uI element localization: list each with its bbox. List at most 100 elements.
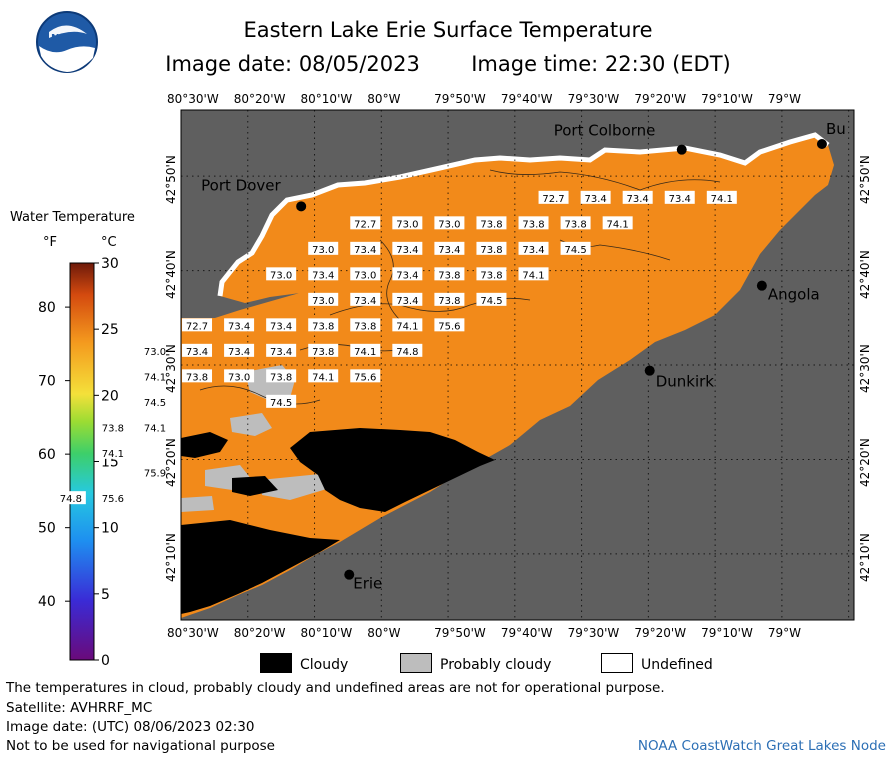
lat-label-left: 42°30'N <box>164 344 178 394</box>
temperature-value: 74.1 <box>102 449 124 460</box>
temperature-label-box <box>434 318 465 332</box>
temperature-label-box <box>266 318 297 332</box>
temperature-label: 74.1 <box>602 216 633 230</box>
temperature-label: 74.1 <box>518 267 549 281</box>
temperature-value: 73.0 <box>438 219 460 230</box>
temperature-value: 73.8 <box>312 321 334 332</box>
temperature-label-box <box>182 318 213 332</box>
temperature-label-box <box>308 267 339 281</box>
temperature-value: 73.8 <box>312 347 334 358</box>
temperature-label: 74.1 <box>308 369 339 383</box>
temperature-label: 73.4 <box>518 241 549 256</box>
temperature-label-box <box>97 445 128 459</box>
legend-label-c: 30 <box>101 256 119 272</box>
temperature-value: 73.4 <box>270 347 292 358</box>
lon-label-bottom: 80°10'W <box>300 626 353 640</box>
temperature-label: 73.8 <box>266 369 297 383</box>
temperature-label: 73.4 <box>350 292 381 307</box>
legend-label-f: 70 <box>38 374 56 390</box>
temperature-label-box <box>55 491 86 505</box>
temperature-label: 73.8 <box>476 241 507 256</box>
temperature-label-box <box>182 369 213 383</box>
city-marker <box>644 365 655 376</box>
temperature-label-box <box>97 420 128 434</box>
lon-label-top: 79°20'W <box>634 92 687 106</box>
lon-label-top: 80°20'W <box>233 92 286 106</box>
temperature-label-box <box>434 267 465 281</box>
temperature-label: 73.0 <box>392 216 423 230</box>
lon-label-bottom: 79°30'W <box>567 626 620 640</box>
temperature-value: 73.8 <box>480 219 502 230</box>
temperature-label-box <box>350 292 381 306</box>
city-marker <box>296 201 307 212</box>
temperature-label-box <box>518 267 549 281</box>
temperature-label: 74.5 <box>476 292 507 307</box>
temperature-value: 73.8 <box>102 423 124 434</box>
temperature-value: 74.8 <box>60 494 82 505</box>
temperature-label: 73.8 <box>476 267 507 281</box>
temperature-label: 73.8 <box>518 216 549 230</box>
temperature-label-box <box>518 216 549 230</box>
temperature-label: 73.4 <box>182 343 213 358</box>
temperature-label-box <box>308 369 339 383</box>
lon-label-top: 80°10'W <box>300 92 353 106</box>
disclaimer-text: The temperatures in cloud, probably clou… <box>6 680 665 696</box>
temperature-label: 73.8 <box>350 318 381 332</box>
temperature-label: 73.0 <box>139 343 170 358</box>
temperature-value: 73.8 <box>438 270 460 281</box>
satellite-text: Satellite: AVHRRF_MC <box>6 700 153 716</box>
cloudy-areas <box>181 428 495 614</box>
temperature-value: 73.4 <box>312 270 334 281</box>
lon-label-top: 80°W <box>367 92 401 106</box>
noaa-logo-icon: NOAA <box>36 11 98 73</box>
image-time: Image time: 22:30 (EDT) <box>471 52 731 76</box>
temperature-label-box <box>266 267 297 281</box>
temperature-value: 74.5 <box>144 398 166 409</box>
temperature-label: 74.5 <box>266 394 297 409</box>
lon-label-top: 79°W <box>767 92 802 106</box>
temperature-label-box <box>139 465 170 479</box>
temperature-value: 73.0 <box>270 270 292 281</box>
temperature-label-box <box>266 394 297 408</box>
temperature-value: 74.8 <box>396 347 418 358</box>
temperature-value: 73.4 <box>396 270 418 281</box>
city-label: Port Colborne <box>554 122 656 140</box>
temperature-label: 73.8 <box>434 267 465 281</box>
map-title: Eastern Lake Erie Surface Temperature <box>243 18 653 42</box>
lat-lon-grid <box>180 110 854 620</box>
city-label: Port Dover <box>201 176 281 194</box>
place-markers: Port Dover Port Colborne Bu Angola Dunkirk Er… <box>201 120 846 593</box>
temperature-label: 75.6 <box>350 369 381 383</box>
lon-label-bottom: 79°40'W <box>500 626 553 640</box>
temperature-value: 72.7 <box>186 321 208 332</box>
temperature-label-box <box>308 292 339 306</box>
temperature-label-box <box>350 216 381 230</box>
undefined-swatch <box>601 653 633 673</box>
legend-label-c: 20 <box>101 388 119 404</box>
temperature-value: 73.4 <box>396 296 418 307</box>
probably-cloudy-areas <box>181 365 330 512</box>
map-area: 72.7 73.4 73.4 73.4 74.1 72.7 73.0 73.0 73.8 73.8… <box>55 109 855 621</box>
temperature-label: 73.4 <box>622 190 653 205</box>
temperature-label: 73.4 <box>664 190 695 205</box>
temperature-label: 73.4 <box>392 267 423 281</box>
lon-label-bottom: 79°20'W <box>634 626 687 640</box>
temperature-value: 75.6 <box>438 321 460 332</box>
temperature-label: 74.1 <box>350 343 381 358</box>
temperature-label-box <box>622 190 653 204</box>
temperature-label-box <box>706 190 737 204</box>
temperature-label: 73.8 <box>182 369 213 383</box>
temperature-label-box <box>476 267 507 281</box>
temperature-value: 74.1 <box>144 423 166 434</box>
temperature-label: 73.4 <box>580 190 611 205</box>
temperature-value: 73.8 <box>438 296 460 307</box>
map-frame <box>180 109 855 621</box>
temperature-label: 75.9 <box>139 465 170 480</box>
city-label: Angola <box>768 286 820 304</box>
city-label: Bu <box>826 120 846 138</box>
temperature-label: 74.8 <box>55 491 86 505</box>
temperature-value: 74.1 <box>711 194 733 205</box>
temperature-label-box <box>392 318 423 332</box>
